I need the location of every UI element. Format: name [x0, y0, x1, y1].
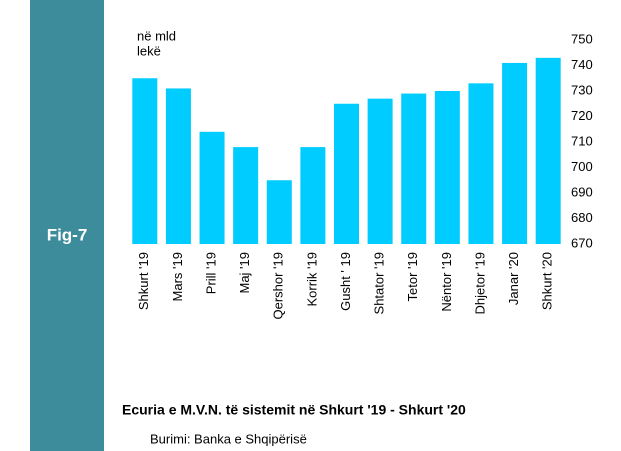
y-tick-label: 730: [571, 82, 593, 97]
bar: [468, 83, 494, 244]
bar: [535, 57, 561, 244]
figure-label: Fig-7: [47, 225, 88, 244]
x-tick-label: Prill '19: [203, 252, 218, 294]
x-tick-label: Shtator '19: [372, 252, 387, 314]
bar: [502, 62, 528, 245]
x-tick-label: Gusht ' 19: [338, 252, 353, 311]
bar: [266, 180, 292, 244]
y-tick-label: 720: [571, 108, 593, 123]
bar: [132, 78, 158, 244]
bar: [300, 147, 326, 244]
y-tick-label: 710: [571, 133, 593, 148]
bar: [401, 93, 427, 244]
x-tick-label: Shkurt '19: [136, 252, 151, 310]
y-tick-label: 690: [571, 184, 593, 199]
x-tick-label: Shkurt '20: [540, 252, 555, 310]
x-tick-label: Dhjetor '19: [472, 252, 487, 314]
source: Burimi: Banka e Shqipërisë: [150, 431, 307, 446]
x-tick-label: Qershor '19: [271, 252, 286, 320]
y-tick-label: 740: [571, 57, 593, 72]
bar: [233, 147, 259, 244]
y-axis-label: lekë: [137, 43, 161, 58]
x-tick-label: Tetor '19: [405, 252, 420, 301]
bar: [434, 91, 460, 244]
bar: [165, 88, 191, 244]
y-tick-label: 700: [571, 159, 593, 174]
x-tick-label: Nëntor '19: [439, 252, 454, 312]
y-axis-label: në mld: [137, 28, 176, 43]
x-tick-label: Korrik '19: [304, 252, 319, 307]
x-tick-label: Janar '20: [506, 252, 521, 305]
bar: [199, 131, 225, 244]
y-tick-label: 670: [571, 235, 593, 250]
y-tick-label: 750: [571, 31, 593, 46]
bar: [334, 103, 359, 244]
x-tick-label: Mars '19: [170, 252, 185, 301]
x-tick-label: Maj '19: [237, 252, 252, 294]
y-tick-label: 680: [571, 210, 593, 225]
chart-title: Ecuria e M.V.N. të sistemit në Shkurt '1…: [122, 402, 466, 418]
bar: [367, 98, 393, 245]
sidebar: [30, 0, 104, 451]
